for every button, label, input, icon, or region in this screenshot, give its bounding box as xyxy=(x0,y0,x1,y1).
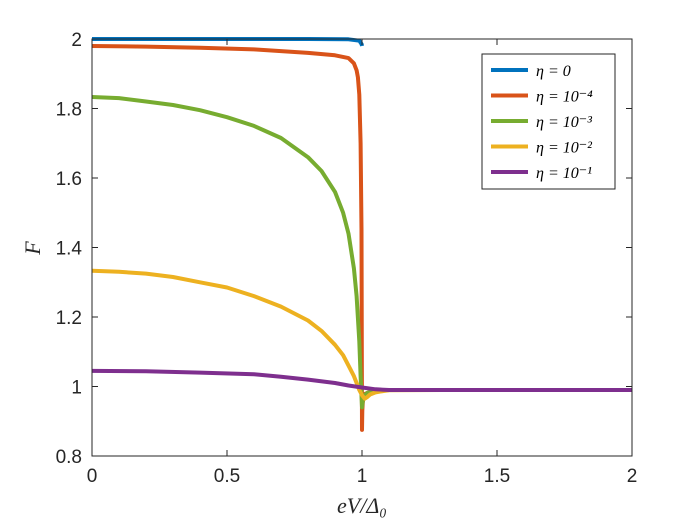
legend-label: η = 10⁻¹ xyxy=(536,165,592,182)
x-tick-label: 1.5 xyxy=(484,466,510,487)
legend-label: η = 10⁻² xyxy=(536,140,593,157)
y-tick-label: 2 xyxy=(71,30,82,51)
x-tick-label: 1 xyxy=(357,466,368,487)
y-tick-label: 1.2 xyxy=(56,308,82,329)
legend: η = 0 η = 10⁻⁴ η = 10⁻³ η = 10⁻² η = 10⁻¹ xyxy=(481,53,616,190)
y-tick-label: 0.8 xyxy=(56,447,82,468)
y-tick-label: 1 xyxy=(71,378,82,399)
y-tick-label: 1.4 xyxy=(56,239,83,260)
x-axis-label: eV/Δ₀ xyxy=(337,493,387,518)
y-tick-label: 1.6 xyxy=(56,169,82,190)
x-tick-label: 0 xyxy=(87,466,98,487)
y-axis-label: F xyxy=(20,241,45,256)
series-line-5 xyxy=(92,368,632,392)
x-tick-label: 0.5 xyxy=(214,466,240,487)
legend-label: η = 10⁻³ xyxy=(536,114,592,131)
legend-label: η = 10⁻⁴ xyxy=(536,89,593,106)
axes-layer: 0 0.5 1 1.5 2 0.8 1 1.2 1.4 1.6 1.8 2 xyxy=(56,30,638,487)
legend-label: η = 0 xyxy=(536,63,571,80)
x-tick-label: 2 xyxy=(627,466,638,487)
y-tick-label: 1.8 xyxy=(56,100,82,121)
